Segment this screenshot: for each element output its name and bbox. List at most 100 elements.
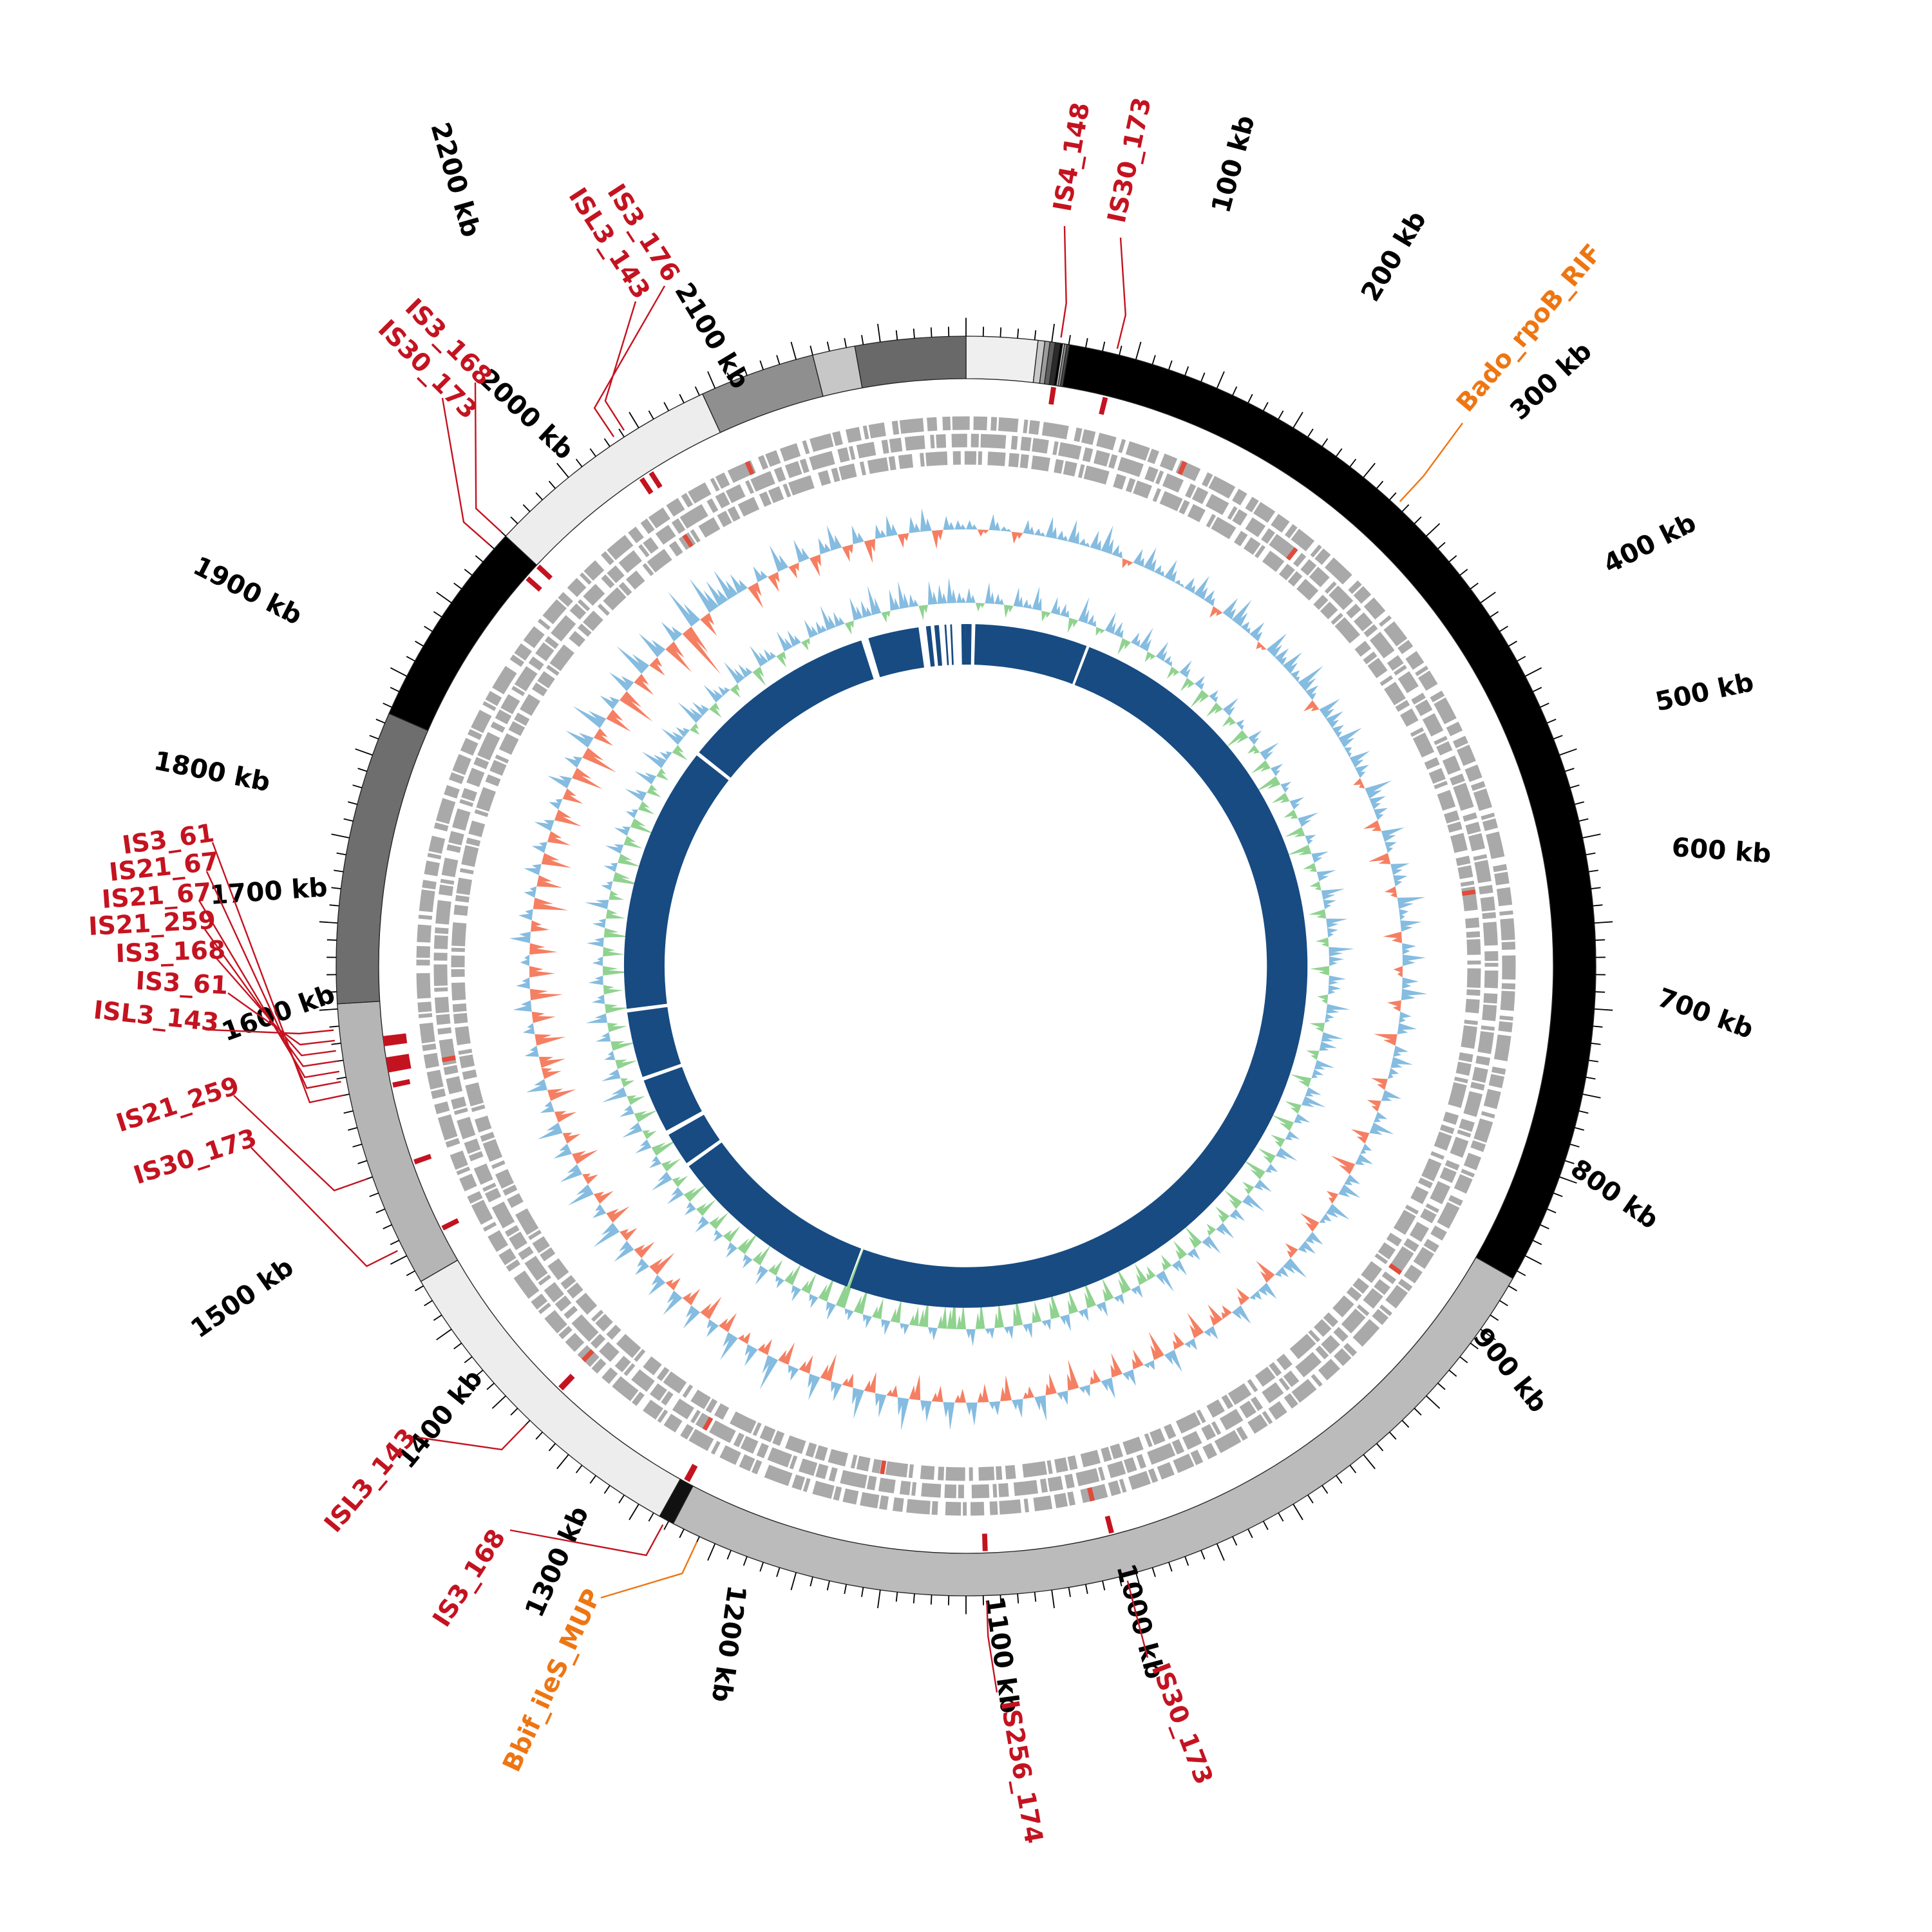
tick-mark bbox=[334, 869, 344, 873]
tick-mark bbox=[1232, 386, 1238, 396]
tick-mark bbox=[352, 1143, 363, 1148]
tick-mark bbox=[1591, 887, 1601, 889]
is-mark bbox=[441, 1218, 460, 1231]
tick-mark bbox=[510, 1408, 518, 1416]
tick-mark bbox=[603, 438, 611, 447]
tick-mark bbox=[453, 1342, 462, 1350]
tick-mark bbox=[1293, 412, 1303, 428]
is-mark bbox=[1048, 386, 1056, 405]
is-mark bbox=[526, 576, 542, 592]
tick-mark bbox=[1084, 1584, 1088, 1595]
marker-leader bbox=[216, 958, 336, 1057]
tick-mark bbox=[1588, 1059, 1598, 1063]
tick-mark bbox=[648, 1512, 654, 1522]
tick-label: 2100 kb bbox=[668, 277, 755, 393]
gene-tile-red bbox=[880, 1460, 887, 1475]
marker-leader bbox=[233, 1095, 368, 1191]
marker-leader bbox=[208, 1028, 334, 1035]
marker-label: IS30_173 bbox=[1103, 95, 1157, 225]
tick-mark bbox=[1559, 748, 1577, 756]
marker-leader bbox=[441, 397, 491, 546]
tick-mark bbox=[1293, 1504, 1303, 1520]
gene-tile-red bbox=[441, 1055, 456, 1063]
tick-mark bbox=[1068, 1587, 1071, 1597]
tick-mark bbox=[1119, 1577, 1122, 1587]
tick-mark bbox=[331, 887, 341, 889]
tick-mark bbox=[1389, 1432, 1397, 1440]
tick-mark bbox=[1499, 625, 1508, 632]
is-mark bbox=[536, 564, 553, 580]
gc-content-track bbox=[584, 578, 1354, 1347]
tick-label: 200 kb bbox=[1354, 205, 1432, 307]
tick-mark bbox=[930, 1595, 933, 1605]
tick-mark bbox=[1490, 611, 1499, 618]
tick-mark bbox=[331, 833, 350, 838]
tick-mark bbox=[1564, 768, 1575, 772]
marker-label: IS4_148 bbox=[1048, 100, 1096, 214]
tick-mark bbox=[415, 1285, 424, 1292]
tick-mark bbox=[1262, 1520, 1269, 1530]
tick-mark bbox=[1448, 1369, 1457, 1377]
tick-mark bbox=[1546, 719, 1557, 724]
tick-label: 1600 kb bbox=[218, 978, 339, 1048]
tick-mark bbox=[1582, 833, 1601, 838]
marker-leader bbox=[600, 1541, 698, 1599]
tick-mark bbox=[383, 703, 392, 708]
marker-label: Bbif_ileS_MUP bbox=[497, 1585, 607, 1777]
tick-mark bbox=[369, 1192, 379, 1197]
tick-mark bbox=[475, 1369, 484, 1377]
tick-mark bbox=[535, 1432, 543, 1440]
tick-mark bbox=[1336, 448, 1343, 457]
tick-label: 900 kb bbox=[1467, 1321, 1554, 1418]
alignment-segment bbox=[974, 624, 1087, 685]
tick-mark bbox=[810, 345, 813, 355]
tick-mark bbox=[759, 1562, 764, 1572]
tick-mark bbox=[1247, 393, 1253, 403]
alignment-segment bbox=[643, 1066, 703, 1131]
is-mark bbox=[639, 477, 654, 495]
is-mark bbox=[1104, 1515, 1114, 1534]
tick-mark bbox=[1051, 1589, 1055, 1609]
tick-mark bbox=[1582, 1094, 1601, 1099]
tick-mark bbox=[1470, 582, 1479, 590]
tick-mark bbox=[877, 323, 881, 343]
tick-label: 100 kb bbox=[1205, 112, 1260, 216]
tick-label: 1200 kb bbox=[706, 1584, 753, 1705]
tick-mark bbox=[1278, 1512, 1284, 1522]
tick-mark bbox=[390, 667, 408, 677]
tick-mark bbox=[556, 462, 569, 478]
tick-mark bbox=[930, 327, 933, 337]
tick-mark bbox=[336, 1076, 346, 1080]
tick-mark bbox=[433, 1314, 442, 1321]
is-mark bbox=[982, 1533, 988, 1551]
tick-label: 1500 kb bbox=[185, 1251, 299, 1344]
tick-mark bbox=[1448, 555, 1457, 563]
marker-leader bbox=[1116, 237, 1127, 349]
tick-mark bbox=[1459, 569, 1468, 576]
tick-mark bbox=[1102, 1580, 1106, 1591]
tick-label: 800 kb bbox=[1565, 1153, 1664, 1235]
gene-tile-red bbox=[581, 1349, 594, 1363]
tick-mark bbox=[790, 1572, 797, 1591]
tick-mark bbox=[383, 1224, 392, 1229]
tick-label: 500 kb bbox=[1653, 667, 1756, 717]
gene-tile-red bbox=[1461, 889, 1476, 896]
tick-mark bbox=[1564, 1160, 1575, 1164]
tick-mark bbox=[535, 492, 543, 500]
tick-mark bbox=[618, 428, 625, 438]
tick-mark bbox=[436, 1329, 452, 1341]
tick-mark bbox=[1588, 869, 1598, 873]
tick-mark bbox=[1363, 462, 1376, 478]
tick-mark bbox=[603, 1485, 611, 1494]
tick-mark bbox=[1426, 1395, 1441, 1409]
tick-mark bbox=[357, 768, 368, 772]
gene-tile-red bbox=[1087, 1487, 1095, 1502]
tick-mark bbox=[486, 1383, 495, 1390]
tick-mark bbox=[1084, 337, 1088, 348]
tick-mark bbox=[1401, 1419, 1410, 1428]
gene-tile-row bbox=[416, 416, 1516, 1516]
marker-leader bbox=[1399, 422, 1463, 502]
is-mark bbox=[1099, 397, 1108, 415]
tick-mark bbox=[1437, 1383, 1446, 1390]
alignment-segment bbox=[668, 1114, 720, 1164]
